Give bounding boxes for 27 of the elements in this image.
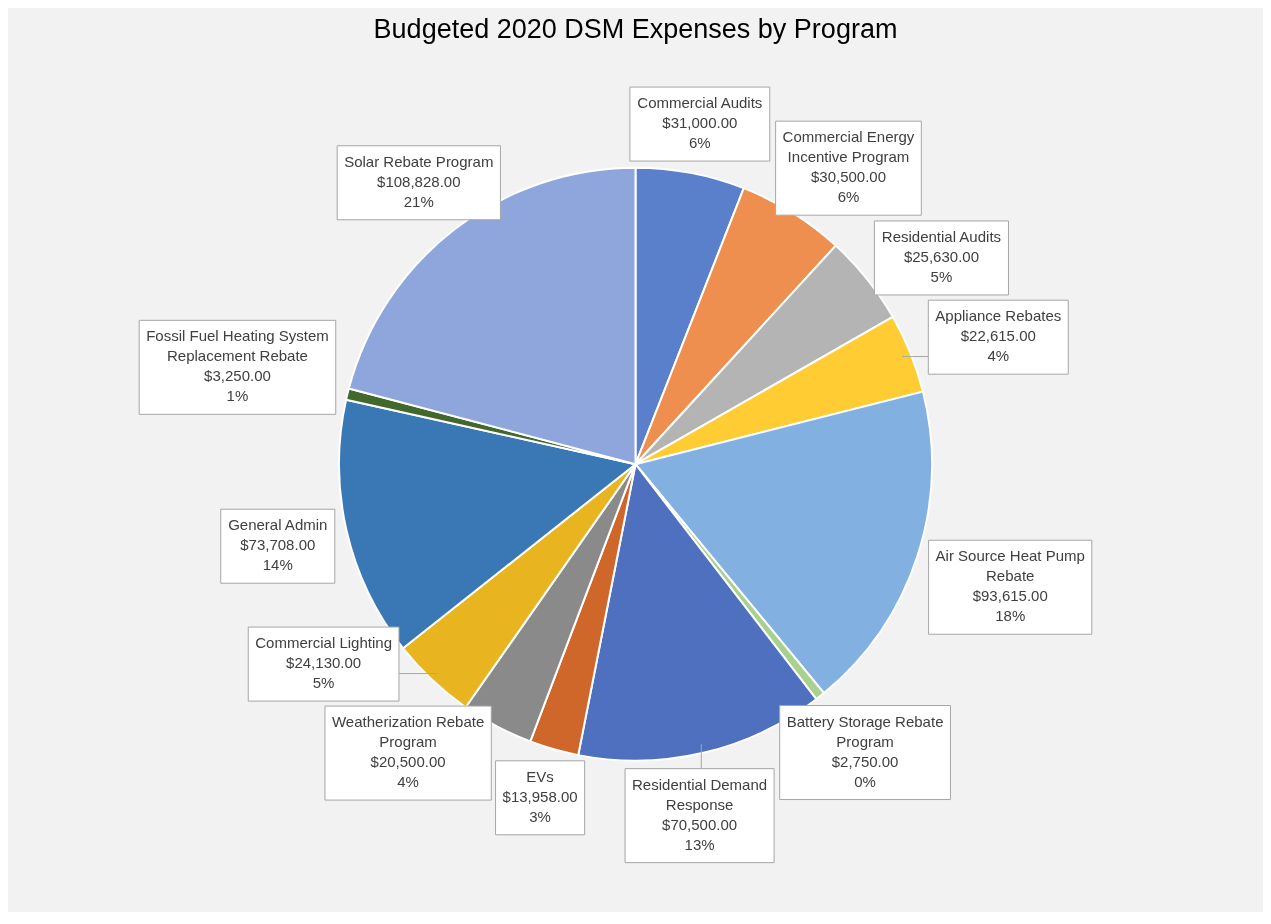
data-label: $70,500.00 13% bbox=[662, 815, 738, 853]
slice-label: Commercial Energy Incentive Program bbox=[782, 128, 915, 166]
data-label: $2,750.00 0% bbox=[831, 752, 899, 790]
data-label: $20,500.00 4% bbox=[370, 753, 446, 791]
data-label: $73,708.00 14% bbox=[240, 536, 316, 574]
data-label: $3,250.00 1% bbox=[204, 367, 271, 405]
data-label: $31,000.00 6% bbox=[662, 114, 738, 152]
slice-label: Commercial Lighting bbox=[255, 634, 392, 652]
slice-label: Air Source Heat Pump Rebate bbox=[935, 547, 1085, 585]
data-label: $24,130.00 5% bbox=[286, 654, 362, 692]
data-label: $108,828.00 21% bbox=[377, 172, 461, 210]
data-label: $22,615.00 4% bbox=[960, 327, 1036, 365]
slice-label: General Admin bbox=[228, 516, 328, 534]
slice-label: EVs bbox=[526, 767, 554, 785]
data-label: $93,615.00 18% bbox=[972, 587, 1048, 625]
data-label: $30,500.00 6% bbox=[810, 168, 887, 206]
slice-label: Battery Storage Rebate Program bbox=[786, 712, 944, 750]
data-label: $25,630.00 5% bbox=[903, 248, 979, 286]
slice-label: Solar Rebate Program bbox=[344, 152, 494, 170]
slice-label: Commercial Audits bbox=[637, 94, 763, 112]
slice-label: Appliance Rebates bbox=[935, 307, 1062, 325]
chart-title: Budgeted 2020 DSM Expenses by Program bbox=[373, 13, 898, 44]
data-label: $13,958.00 3% bbox=[502, 787, 578, 825]
slice-label: Fossil Fuel Heating System Replacement Rebate bbox=[146, 327, 329, 365]
slice-label: Residential Audits bbox=[881, 228, 1002, 246]
slice-label: Weatherization Rebate Program bbox=[331, 713, 485, 751]
slice-label: Residential Demand Response bbox=[632, 775, 768, 813]
